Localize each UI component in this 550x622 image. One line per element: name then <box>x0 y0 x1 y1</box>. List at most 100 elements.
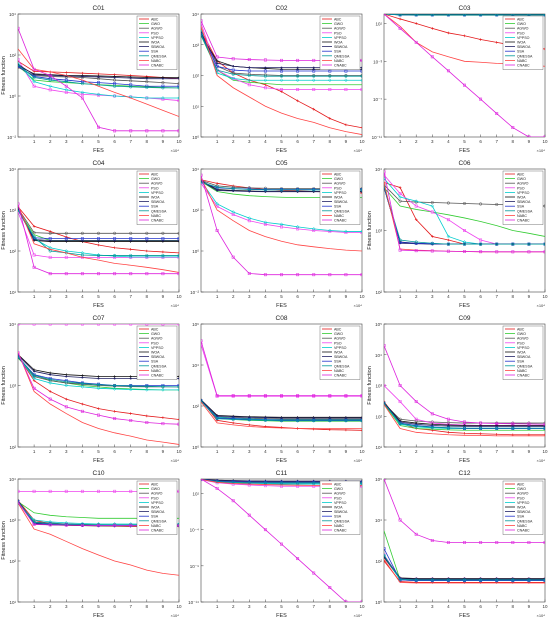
data-point-qmessa <box>495 242 499 246</box>
data-point-cnabc <box>145 272 149 276</box>
x-tick-label: 3 <box>65 604 68 609</box>
data-point-abc <box>145 249 149 253</box>
legend-entry: SSA <box>151 50 159 54</box>
data-point-vppso <box>384 553 386 558</box>
legend-entry: WOA <box>151 41 160 45</box>
data-point-agwo <box>462 201 467 206</box>
data-point-abc <box>48 390 52 393</box>
data-point-pso <box>161 324 165 326</box>
data-point-sbwoa <box>161 77 164 80</box>
legend-entry: CNABC <box>517 529 530 533</box>
x-tick-label: 3 <box>431 139 434 144</box>
data-point-vppso <box>48 381 53 385</box>
legend-entry: AGWO <box>151 182 163 186</box>
data-point-qmessa <box>384 553 386 557</box>
data-point-qmessa <box>231 417 235 422</box>
chart-title: C09 <box>459 315 471 322</box>
y-tick-label: 10² <box>192 404 199 409</box>
data-point-vppso <box>64 87 69 92</box>
y-tick-label: 10¹ <box>375 445 382 450</box>
x-tick-label: 10 <box>359 139 365 144</box>
data-point-pso <box>398 192 402 195</box>
data-point-qmessa <box>312 74 316 78</box>
legend-entry: WOA <box>517 351 526 355</box>
legend-entry: NABC <box>334 214 344 218</box>
x-tick-label: 1 <box>33 604 36 609</box>
x-tick-label: 10 <box>359 604 365 609</box>
series-line-vppso <box>201 180 362 232</box>
data-point-ssa <box>97 81 100 85</box>
legend-entry: NABC <box>151 524 161 528</box>
legend-entry: QMESSA <box>334 519 350 523</box>
series-line-qmessa <box>384 185 545 245</box>
data-point-pso <box>80 489 84 493</box>
data-point-vppso <box>96 386 101 391</box>
legend: ABCGWOAGWOPSOVPPSOWOASBWOASSAQMESSANABCC… <box>502 170 544 225</box>
data-point-cnabc <box>48 272 52 276</box>
legend-entry: VPPSO <box>517 36 530 40</box>
data-point-abc <box>161 416 165 419</box>
y-tick-label: 10⁴ <box>9 167 16 172</box>
x-tick-label: 5 <box>97 604 100 609</box>
data-point-qmessa <box>398 421 402 426</box>
chart-title: C12 <box>459 470 471 477</box>
legend: ABCGWOAGWOPSOVPPSOWOASBWOASSAQMESSANABCC… <box>502 480 544 535</box>
legend-entry: VPPSO <box>151 346 164 350</box>
x-tick-label: 2 <box>415 604 418 609</box>
data-point-cnabc <box>113 417 117 421</box>
data-point-qmessa <box>360 188 362 192</box>
data-point-vppso <box>327 228 332 233</box>
data-point-ssa <box>129 83 133 87</box>
data-point-abc <box>431 27 434 30</box>
legend-entry: CNABC <box>334 529 347 533</box>
x-axis-label: FES <box>93 303 104 309</box>
legend: ABCGWOAGWOPSOVPPSOWOASBWOASSAQMESSANABCC… <box>319 480 361 535</box>
x-tick-label: 4 <box>264 604 267 609</box>
data-point-vppso <box>161 96 165 100</box>
y-tick-label: 10⁰ <box>375 600 382 605</box>
series-line-nabc <box>18 205 179 273</box>
data-point-qmessa <box>495 14 499 17</box>
data-point-sbwoa <box>280 416 283 419</box>
data-point-qmessa <box>479 426 483 430</box>
data-point-pso <box>384 384 386 387</box>
data-point-qmessa <box>247 73 251 78</box>
series-line-qmessa <box>201 34 362 77</box>
data-point-qmessa <box>48 377 52 382</box>
data-point-qmessa <box>296 481 300 485</box>
legend-entry: ABC <box>334 173 342 177</box>
legend-entry: ABC <box>334 18 342 22</box>
x-tick-label: 3 <box>248 449 251 454</box>
data-point-qmessa <box>215 68 219 72</box>
x-axis-label: FES <box>93 458 104 464</box>
legend-entry: ABC <box>151 328 159 332</box>
x-tick-label: 4 <box>447 139 450 144</box>
data-point-qmessa <box>80 82 84 86</box>
data-point-agwo <box>48 231 52 235</box>
x-axis-multiplier: ×10⁴ <box>536 303 545 308</box>
x-tick-label: 5 <box>280 294 283 299</box>
data-point-cnabc <box>97 125 100 129</box>
data-point-vppso <box>144 96 149 100</box>
x-tick-label: 8 <box>329 294 332 299</box>
data-point-cnabc <box>64 84 68 88</box>
legend-entry: SBWOA <box>151 45 165 49</box>
legend-entry: SSA <box>517 360 525 364</box>
data-point-pso <box>312 88 316 91</box>
data-point-cnabc <box>80 96 84 100</box>
data-point-pso <box>18 58 20 61</box>
data-point-abc <box>81 71 84 75</box>
data-point-abc <box>296 99 299 103</box>
data-point-abc <box>177 251 179 255</box>
chart-c04: C04 10¹ 10² 10³ 10⁴ 1 2 3 4 5 6 7 8 9 10 FES ×10⁴ Fitness… <box>1 160 182 309</box>
y-tick-label: 10² <box>375 414 382 419</box>
data-point-cnabc <box>344 394 348 398</box>
data-point-cnabc <box>280 58 283 62</box>
legend-entry: AGWO <box>334 182 346 186</box>
x-tick-label: 7 <box>312 294 315 299</box>
data-point-qmessa <box>279 419 284 423</box>
data-point-abc <box>543 433 545 437</box>
data-point-pso <box>80 324 84 326</box>
y-tick-label: 10³ <box>375 384 382 389</box>
data-point-pso <box>80 92 84 96</box>
